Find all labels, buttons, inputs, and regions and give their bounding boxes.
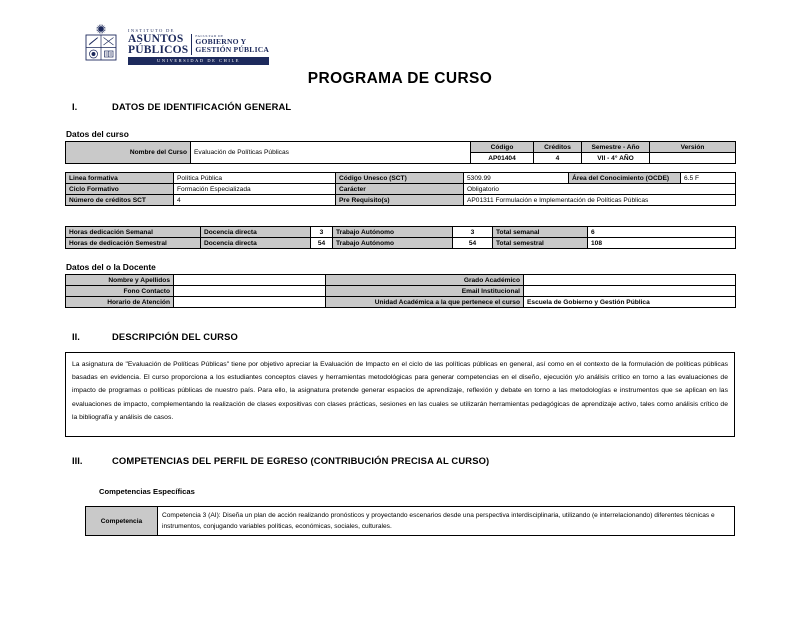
competencia-table: Competencia Competencia 3 (AI): Diseña u… bbox=[85, 506, 735, 536]
table-row: Horas de dedicación Semestral Docencia d… bbox=[65, 237, 736, 249]
unidad-academica-label: Unidad Académica a la que pertenece el c… bbox=[325, 296, 524, 308]
email-institucional-value bbox=[523, 285, 736, 297]
table-row: Horario de Atención Unidad Académica a l… bbox=[65, 296, 736, 308]
docencia-directa-semestral-label: Docencia directa bbox=[200, 237, 311, 249]
docente-table: Nombre y Apellidos Grado Académico Fono … bbox=[65, 274, 736, 308]
fono-contacto-value bbox=[173, 285, 326, 297]
trabajo-autonomo-semanal-value: 3 bbox=[452, 226, 493, 238]
section-one-number: I. bbox=[72, 101, 78, 112]
competencias-especificas-label: Competencias Específicas bbox=[99, 487, 195, 496]
dedication-hours-table: Horas dedicación Semanal Docencia direct… bbox=[65, 226, 736, 249]
table-row: Ciclo Formativo Formación Especializada … bbox=[65, 183, 736, 195]
trabajo-autonomo-semanal-label: Trabajo Autónomo bbox=[332, 226, 453, 238]
caracter-value: Obligatorio bbox=[463, 183, 736, 195]
pre-requisitos-value: AP01311 Formulación e Implementación de … bbox=[463, 194, 736, 206]
course-name-label: Nombre del Curso bbox=[65, 141, 191, 164]
horas-semanal-label: Horas dedicación Semanal bbox=[65, 226, 201, 238]
ciclo-formativo-label: Ciclo Formativo bbox=[65, 183, 174, 195]
course-identification-table: Nombre del Curso Evaluación de Políticas… bbox=[65, 141, 736, 164]
caracter-label: Carácter bbox=[335, 183, 464, 195]
nombre-apellidos-value bbox=[173, 274, 326, 286]
fono-contacto-label: Fono Contacto bbox=[65, 285, 174, 297]
linea-formativa-value: Política Pública bbox=[173, 172, 336, 184]
semestre-ano-header: Semestre - Año bbox=[581, 141, 650, 153]
table-row: AP01404 4 VII - 4° AÑO bbox=[66, 152, 736, 164]
page-title: PROGRAMA DE CURSO bbox=[307, 70, 493, 87]
total-semestral-value: 108 bbox=[587, 237, 736, 249]
total-semestral-label: Total semestral bbox=[492, 237, 588, 249]
competencia-text: Competencia 3 (AI): Diseña un plan de ac… bbox=[157, 506, 735, 536]
codigo-value: AP01404 bbox=[470, 152, 534, 164]
horas-semestral-label: Horas de dedicación Semestral bbox=[65, 237, 201, 249]
total-semanal-value: 6 bbox=[587, 226, 736, 238]
section-three-title: COMPETENCIAS DEL PERFIL DE EGRESO (CONTR… bbox=[112, 455, 490, 466]
course-detail-table: Linea formativa Política Pública Código … bbox=[65, 172, 736, 206]
course-description-box: La asignatura de "Evaluación de Política… bbox=[65, 352, 735, 437]
unidad-academica-value: Escuela de Gobierno y Gestión Pública bbox=[523, 296, 736, 308]
table-row: Horas dedicación Semanal Docencia direct… bbox=[65, 226, 736, 238]
table-row: Fono Contacto Email Institucional bbox=[65, 285, 736, 297]
logo-gestion-line: GESTIÓN PÚBLICA bbox=[195, 45, 270, 55]
codigo-unesco-value: 5309.99 bbox=[463, 172, 569, 184]
table-row: Nombre del Curso Evaluación de Políticas… bbox=[65, 141, 736, 164]
course-description-text: La asignatura de "Evaluación de Política… bbox=[72, 361, 728, 421]
grado-academico-label: Grado Académico bbox=[325, 274, 524, 286]
creditos-header: Créditos bbox=[533, 141, 582, 153]
logo-facultad-line: FACULTAD DE bbox=[195, 34, 224, 38]
horario-atencion-value bbox=[173, 296, 326, 308]
table-row: Competencia Competencia 3 (AI): Diseña u… bbox=[85, 506, 735, 536]
section-three-number: III. bbox=[72, 455, 83, 466]
trabajo-autonomo-semestral-value: 54 bbox=[452, 237, 493, 249]
logo-publicos-line: PÚBLICOS bbox=[128, 43, 189, 56]
linea-formativa-label: Linea formativa bbox=[65, 172, 174, 184]
table-row: Número de créditos SCT 4 Pre Requisito(s… bbox=[65, 194, 736, 206]
email-institucional-label: Email Institucional bbox=[325, 285, 524, 297]
codigo-unesco-label: Código Unesco (SCT) bbox=[335, 172, 464, 184]
pre-requisitos-label: Pre Requisito(s) bbox=[335, 194, 464, 206]
area-conocimiento-value: 6.5 F bbox=[680, 172, 736, 184]
docencia-directa-semestral-value: 54 bbox=[310, 237, 333, 249]
section-two-title: DESCRIPCIÓN DEL CURSO bbox=[112, 331, 238, 342]
docencia-directa-semanal-label: Docencia directa bbox=[200, 226, 311, 238]
grado-academico-value bbox=[523, 274, 736, 286]
total-semanal-label: Total semanal bbox=[492, 226, 588, 238]
version-header: Versión bbox=[649, 141, 736, 153]
table-row: Nombre y Apellidos Grado Académico bbox=[65, 274, 736, 286]
ciclo-formativo-value: Formación Especializada bbox=[173, 183, 336, 195]
datos-docente-label: Datos del o la Docente bbox=[66, 262, 156, 272]
datos-del-curso-label: Datos del curso bbox=[66, 129, 129, 139]
codigo-header: Código bbox=[470, 141, 534, 153]
docencia-directa-semanal-value: 3 bbox=[310, 226, 333, 238]
university-crest-icon bbox=[84, 24, 124, 64]
nombre-apellidos-label: Nombre y Apellidos bbox=[65, 274, 174, 286]
version-value bbox=[649, 152, 736, 164]
trabajo-autonomo-semestral-label: Trabajo Autónomo bbox=[332, 237, 453, 249]
horario-atencion-label: Horario de Atención bbox=[65, 296, 174, 308]
section-one-title: DATOS DE IDENTIFICACIÓN GENERAL bbox=[112, 101, 292, 112]
logo-divider bbox=[191, 34, 193, 55]
course-name-value: Evaluación de Políticas Públicas bbox=[190, 141, 471, 164]
logo-instituto-line: INSTITUTO DE bbox=[128, 28, 175, 33]
area-conocimiento-label: Área del Conocimiento (OCDE) bbox=[568, 172, 681, 184]
competencia-label: Competencia bbox=[85, 506, 158, 536]
section-two-number: II. bbox=[72, 331, 80, 342]
institution-logo: INSTITUTO DE ASUNTOS PÚBLICOS FACULTAD D… bbox=[84, 24, 274, 66]
logo-asuntos-line: ASUNTOS bbox=[128, 33, 184, 45]
logo-gobierno-line: GOBIERNO Y bbox=[195, 37, 247, 46]
logo-university-bar: UNIVERSIDAD DE CHILE bbox=[128, 56, 270, 65]
creditos-sct-value: 4 bbox=[173, 194, 336, 206]
creditos-sct-label: Número de créditos SCT bbox=[65, 194, 174, 206]
table-row: Linea formativa Política Pública Código … bbox=[65, 172, 736, 184]
creditos-value: 4 bbox=[533, 152, 582, 164]
semestre-ano-value: VII - 4° AÑO bbox=[581, 152, 650, 164]
